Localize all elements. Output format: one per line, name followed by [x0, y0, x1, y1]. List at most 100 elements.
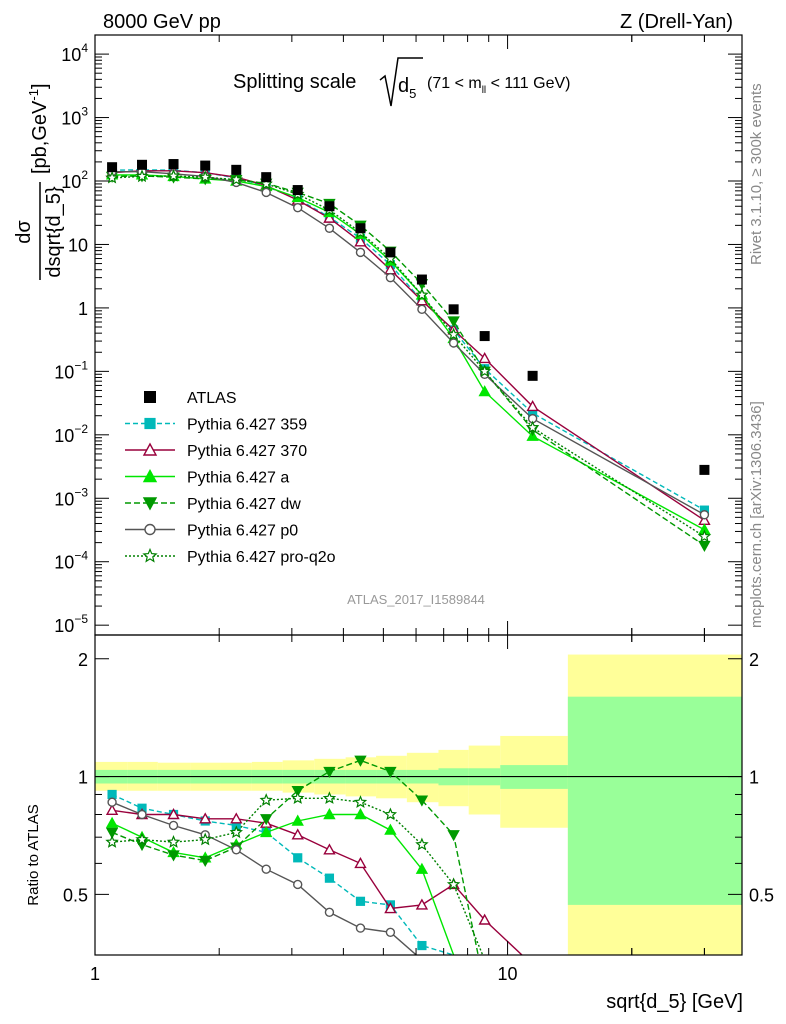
- legend-item-359: Pythia 6.427 359: [125, 417, 307, 434]
- legend-label: Pythia 6.427 pro-q2o: [187, 549, 336, 566]
- ratio-point-pro-q2o: [383, 807, 398, 821]
- y-tick-label: 10: [68, 235, 88, 255]
- atlas-data-point: [168, 159, 179, 170]
- y-tick-exponent: 4: [81, 41, 88, 55]
- title-prefix: Splitting scale: [233, 71, 356, 93]
- x-axis-label: sqrt{d_5} [GeV]: [606, 991, 743, 1013]
- legend-marker: [144, 417, 156, 430]
- ratio-axes: 0.5 0.5 1 1 2 2 1 10: [63, 634, 774, 984]
- atlas-data-point: [231, 164, 242, 175]
- y-tick-base: 10: [54, 553, 74, 573]
- lower-y-axis-label: Ratio to ATLAS: [25, 804, 42, 905]
- ratio-point-a: [354, 808, 367, 820]
- legend-marker: [142, 547, 158, 563]
- ratio-y-tick-label: 2: [78, 650, 88, 670]
- series-point-pro-q2o: [166, 168, 181, 182]
- atlas-data-point: [527, 370, 538, 381]
- atlas-data-point: [261, 172, 272, 183]
- ylabel-numerator: dσ: [13, 220, 35, 244]
- ratio-line-370: [112, 809, 523, 955]
- series-point-p0: [324, 223, 335, 233]
- atlas-data-point: [416, 274, 427, 285]
- rivet-version-label: Rivet 3.1.10, ≥ 300k events: [748, 83, 765, 265]
- y-tick-base: 10: [61, 172, 81, 192]
- ylabel-units: [pb,GeV-1]: [26, 83, 51, 174]
- ratio-line-a: [111, 813, 455, 955]
- legend-item-p0: Pythia 6.427 p0: [125, 523, 298, 540]
- mcplots-reference-label: mcplots.cern.ch [arXiv:1306.3436]: [748, 401, 765, 628]
- series-point-370: [526, 399, 539, 412]
- series-line-370: [112, 170, 705, 521]
- ratio-point-a: [291, 814, 304, 826]
- ratio-point-dw: [291, 786, 304, 798]
- series-point-pro-q2o: [525, 420, 540, 434]
- y-tick-base: 10: [54, 489, 74, 509]
- ratio-band-clip: [95, 654, 742, 955]
- upper-y-axis-label: dσ dsqrt{d_5} [pb,GeV-1]: [13, 83, 65, 280]
- legend-marker: [142, 497, 158, 511]
- ratio-point-p0: [231, 845, 241, 855]
- series-point-370: [478, 351, 491, 364]
- ratio-point-dw: [260, 814, 273, 826]
- atlas-data-point: [107, 162, 118, 173]
- series-line-dw: [112, 175, 705, 547]
- series-point-dw: [698, 540, 711, 552]
- y-tick-base: 10: [61, 45, 81, 65]
- ratio-point-370: [167, 808, 180, 820]
- ratio-point-370: [478, 913, 491, 925]
- ratio-point-a: [105, 816, 119, 828]
- ylabel-denominator: dsqrt{d_5}: [43, 186, 65, 278]
- ratio-point-pro-q2o: [446, 877, 461, 891]
- ratio-bands: [95, 654, 742, 955]
- series-point-p0: [417, 304, 427, 315]
- ratio-point-a: [323, 808, 336, 820]
- y-tick-label: 10−4: [54, 549, 88, 573]
- ratio-point-p0: [385, 927, 396, 938]
- atlas-data-point: [699, 464, 710, 475]
- ratio-point-p0: [137, 809, 147, 820]
- y-tick-label: 10−2: [54, 422, 88, 446]
- series-point-pro-q2o: [135, 169, 149, 183]
- y-tick-base: 10: [54, 426, 74, 446]
- legend-marker: [142, 442, 158, 456]
- ratio-point-370: [105, 803, 119, 815]
- ratio-point-a: [415, 862, 429, 874]
- ratio-point-dw: [167, 850, 180, 862]
- ratio-point-359: [417, 940, 427, 951]
- y-tick-label: 102: [61, 168, 88, 192]
- ratio-point-pro-q2o: [291, 791, 305, 804]
- ratio-point-p0: [261, 864, 271, 874]
- ratio-point-359: [107, 789, 117, 800]
- y-tick-exponent: −1: [74, 358, 88, 372]
- ratio-point-p0: [324, 907, 335, 917]
- ratio-point-pro-q2o: [198, 832, 212, 846]
- legend-marker: [144, 523, 156, 536]
- ratio-line-359: [111, 793, 454, 955]
- ratio-panel: 0.5 0.5 1 1 2 2 1 10: [63, 634, 774, 984]
- ratio-point-dw: [447, 830, 460, 842]
- title-variable: d5: [398, 75, 416, 101]
- header-beam-label: 8000 GeV pp: [103, 11, 221, 33]
- ratio-point-pro-q2o: [353, 795, 368, 808]
- ratio-y-tick-label: 1: [78, 768, 88, 788]
- analysis-id-label: ATLAS_2017_I1589844: [347, 592, 485, 607]
- atlas-data-point: [137, 159, 148, 170]
- series-line-pro-q2o: [112, 175, 705, 538]
- ratio-point-370: [291, 828, 304, 840]
- atlas-data-point: [479, 331, 490, 342]
- legend-label: Pythia 6.427 359: [187, 417, 307, 434]
- legend-label: ATLAS: [187, 390, 237, 407]
- ratio-point-359: [324, 873, 335, 883]
- y-tick-base: 10: [61, 109, 81, 129]
- legend-item-pro-q2o: Pythia 6.427 pro-q2o: [125, 547, 336, 566]
- ratio-point-dw: [323, 766, 336, 778]
- y-tick-exponent: −5: [74, 612, 88, 626]
- ratio-marks: [105, 755, 523, 955]
- x-tick-label: 1: [90, 964, 100, 984]
- series-point-dw: [447, 316, 460, 328]
- ratio-point-pro-q2o: [135, 832, 149, 846]
- ratio-point-370: [230, 812, 243, 824]
- ratio-point-370: [199, 812, 212, 824]
